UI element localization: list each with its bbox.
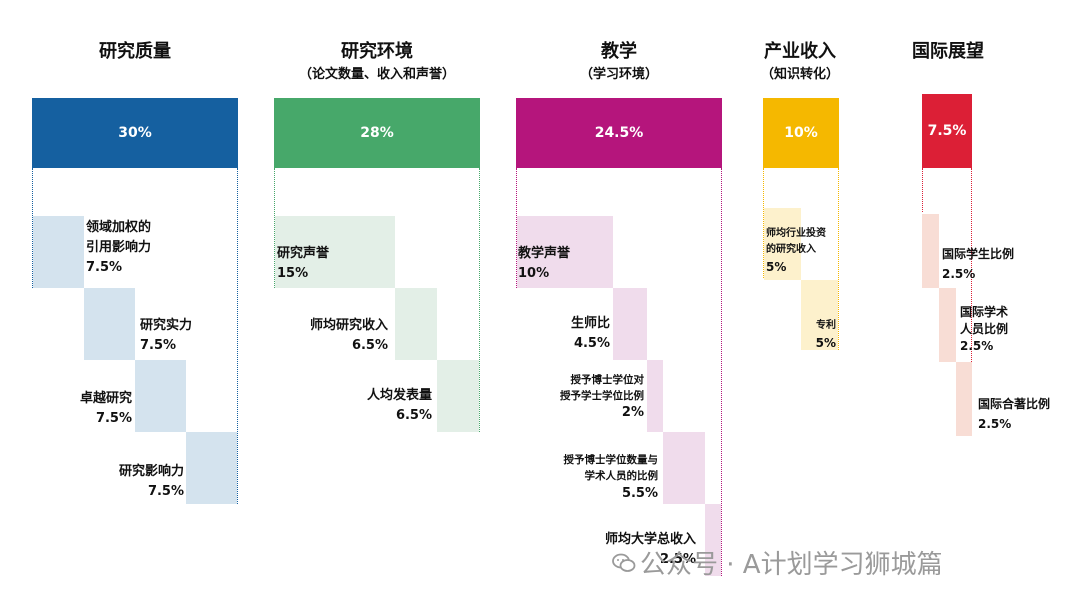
weight-value: 28%: [360, 125, 394, 141]
right-dotted-line: [237, 168, 238, 504]
indicator-cell: [84, 288, 135, 360]
left-dotted-line: [516, 168, 517, 288]
weight-value: 24.5%: [594, 125, 644, 141]
column-title: 研究质量: [99, 41, 171, 62]
indicator-label: 研究实力 7.5%: [140, 318, 193, 353]
column-title: 产业收入: [764, 41, 836, 62]
left-dotted-line: [922, 168, 923, 212]
indicator-label: 国际学术 人员比例 2.5%: [960, 305, 1009, 353]
indicator-label: 卓越研究 7.5%: [79, 391, 132, 426]
indicator-label: 国际学生比例 2.5%: [942, 247, 1015, 281]
right-dotted-line: [838, 168, 839, 350]
indicator-label: 研究影响力 7.5%: [118, 464, 184, 499]
indicator-label: 师均大学总收入 2.5%: [604, 532, 696, 567]
watermark-text: 公众号 · A计划学习狮城篇: [640, 550, 943, 580]
weight-box: 7.5%: [922, 94, 972, 168]
indicator-cell: [613, 288, 647, 360]
weight-box: 30%: [32, 98, 238, 168]
column-title: 国际展望: [912, 41, 984, 62]
indicator-cell: [186, 432, 237, 504]
indicator-label: 师均研究收入 6.5%: [309, 318, 388, 353]
indicator-label: 人均发表量 6.5%: [366, 388, 432, 423]
weight-value: 30%: [118, 125, 152, 141]
column-subtitle: （论文数量、收入和声誉）: [298, 67, 455, 82]
right-dotted-line: [971, 168, 972, 434]
weight-box: 10%: [763, 98, 839, 168]
indicator-label: 授予博士学位数量与 学术人员的比例 5.5%: [563, 454, 659, 501]
indicator-cell: [647, 360, 663, 432]
indicator-label: 生师比 4.5%: [570, 316, 610, 351]
indicator-cell: [33, 216, 84, 288]
weight-value: 7.5%: [927, 123, 967, 139]
indicator-cell: [939, 288, 956, 362]
weight-box: 24.5%: [516, 98, 722, 168]
indicator-label: 国际合著比例 2.5%: [978, 397, 1051, 431]
column-title: 研究环境: [341, 41, 413, 62]
indicator-cell: [801, 280, 838, 350]
weight-box: 28%: [274, 98, 480, 168]
indicator-cell: [705, 504, 721, 576]
column-title: 教学: [601, 41, 637, 62]
indicator-label: 教学声誉 10%: [518, 246, 571, 281]
indicator-label: 研究声誉 15%: [277, 246, 330, 281]
column-subtitle: （学习环境）: [579, 67, 658, 82]
indicator-cell: [922, 214, 939, 288]
indicator-cell: [517, 216, 613, 288]
indicator-label: 师均行业投资 的研究收入 5%: [766, 228, 826, 274]
indicator-label: 专利 5%: [815, 320, 836, 350]
indicator-cell: [135, 360, 186, 432]
indicator-label: 领域加权的 引用影响力 7.5%: [86, 220, 152, 275]
left-dotted-line: [274, 168, 275, 288]
left-dotted-line: [763, 168, 764, 278]
indicator-cell: [764, 208, 801, 280]
right-dotted-line: [721, 168, 722, 576]
right-dotted-line: [479, 168, 480, 432]
indicator-label: 授予博士学位对 授予学士学位比例 2%: [560, 374, 644, 420]
wechat-icon: [612, 553, 636, 572]
left-dotted-line: [32, 168, 33, 288]
indicator-cell: [663, 432, 705, 504]
indicator-cell: [956, 362, 972, 436]
column-subtitle: （知识转化）: [760, 67, 839, 82]
indicator-cell: [395, 288, 437, 360]
indicator-cell: [437, 360, 479, 432]
weight-value: 10%: [784, 125, 818, 141]
indicator-cell: [275, 216, 395, 288]
